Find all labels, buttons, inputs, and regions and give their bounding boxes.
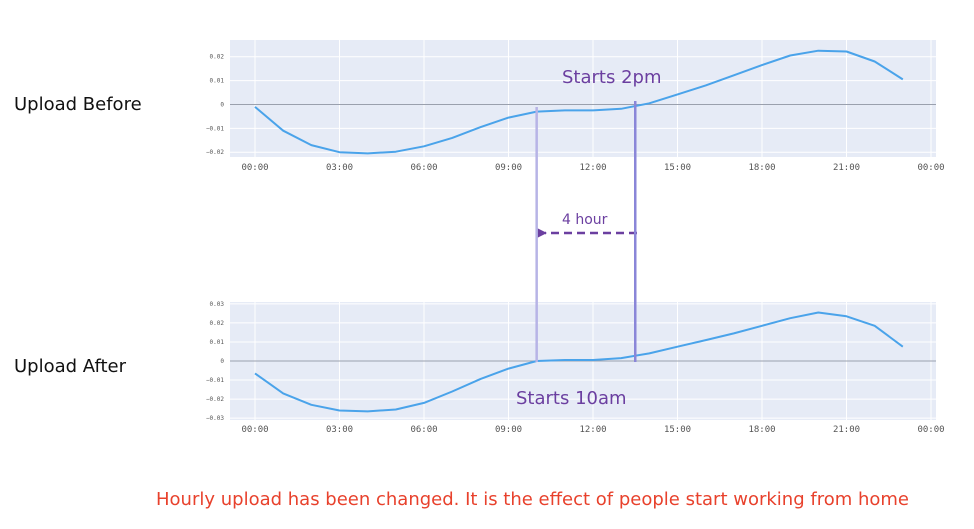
x-tick-label: 06:00 <box>410 163 437 173</box>
x-tick-label: 15:00 <box>664 425 691 435</box>
x-tick-label: 21:00 <box>833 425 860 435</box>
upload-before-chart: 0.02 0.01 0 −0.01 −0.02 00:00 03:00 06:00 09:00 1… <box>206 40 945 173</box>
annotation-overlay: Starts 2pm Starts 10am 4 hour <box>516 67 661 409</box>
upload-before-label: Upload Before <box>14 94 142 115</box>
y-tick-label: 0.02 <box>210 320 225 327</box>
four-hour-annotation: 4 hour <box>562 212 608 228</box>
y-tick-label: 0 <box>220 358 224 365</box>
y-tick-label: 0 <box>220 101 224 108</box>
y-tick-label: −0.01 <box>206 377 224 384</box>
y-tick-label: −0.02 <box>206 149 224 156</box>
x-tick-label: 21:00 <box>833 163 860 173</box>
caption-text: Hourly upload has been changed. It is th… <box>156 489 909 510</box>
y-tick-label: −0.02 <box>206 396 224 403</box>
starts-10am-annotation: Starts 10am <box>516 388 627 409</box>
upload-after-label: Upload After <box>14 356 127 377</box>
x-tick-label: 00:00 <box>241 425 268 435</box>
series-line <box>254 311 904 413</box>
x-tick-label: 09:00 <box>495 163 522 173</box>
x-tick-label: 00:00 <box>917 425 944 435</box>
x-tick-label: 12:00 <box>579 425 606 435</box>
y-tick-label: 0.02 <box>210 54 225 61</box>
x-tick-label: 03:00 <box>326 425 353 435</box>
y-tick-label: 0.03 <box>210 301 225 308</box>
x-tick-label: 12:00 <box>579 163 606 173</box>
x-tick-label: 18:00 <box>748 163 775 173</box>
x-tick-label: 09:00 <box>495 425 522 435</box>
x-tick-label: 15:00 <box>664 163 691 173</box>
series-line <box>254 49 904 155</box>
x-tick-label: 00:00 <box>241 163 268 173</box>
x-tick-label: 18:00 <box>748 425 775 435</box>
x-tick-label: 03:00 <box>326 163 353 173</box>
y-tick-label: −0.01 <box>206 125 224 132</box>
x-tick-label: 06:00 <box>410 425 437 435</box>
y-tick-label: −0.03 <box>206 415 224 422</box>
starts-2pm-annotation: Starts 2pm <box>562 67 661 88</box>
y-tick-label: 0.01 <box>210 78 225 85</box>
x-tick-label: 00:00 <box>917 163 944 173</box>
upload-after-chart: 0.03 0.02 0.01 0 −0.01 −0.02 −0.03 00:00 03:00 06… <box>206 301 945 435</box>
plot-area <box>230 40 936 157</box>
y-tick-label: 0.01 <box>210 339 225 346</box>
